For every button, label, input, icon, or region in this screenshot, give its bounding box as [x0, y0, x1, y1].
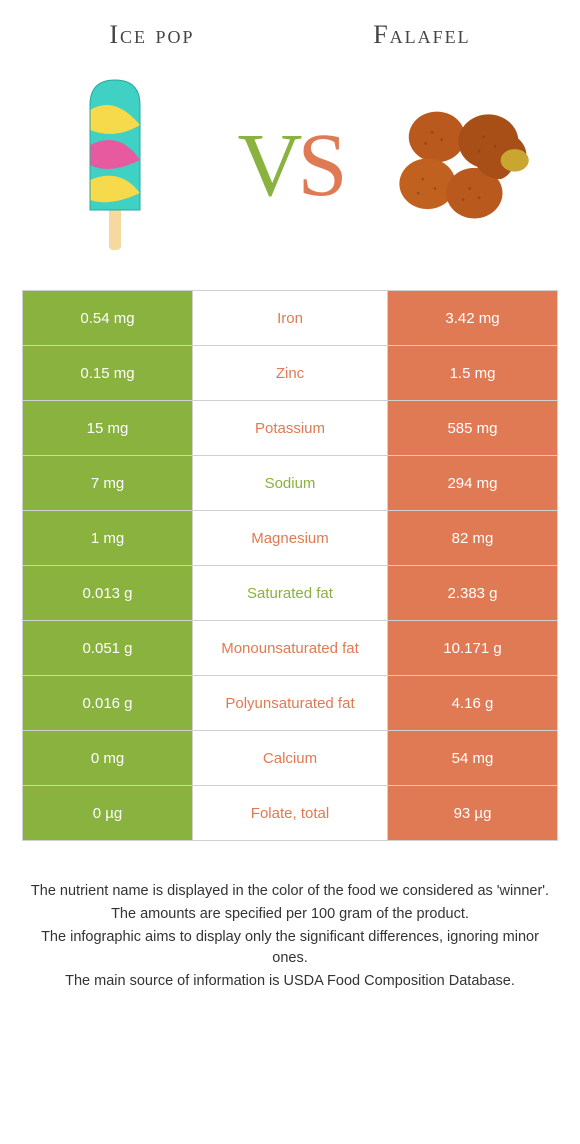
nutrient-label: Monounsaturated fat [193, 621, 387, 675]
table-row: 0 µgFolate, total93 µg [23, 786, 557, 841]
nutrient-label: Zinc [193, 346, 387, 400]
nutrient-label: Potassium [193, 401, 387, 455]
nutrient-label: Calcium [193, 731, 387, 785]
images-row: VS [0, 60, 580, 290]
right-value: 82 mg [387, 511, 557, 565]
table-row: 0.013 gSaturated fat2.383 g [23, 566, 557, 621]
nutrient-label: Sodium [193, 456, 387, 510]
table-row: 1 mgMagnesium82 mg [23, 511, 557, 566]
footer-line-1: The nutrient name is displayed in the co… [30, 881, 550, 902]
vs-v: V [237, 116, 297, 215]
table-row: 0 mgCalcium54 mg [23, 731, 557, 786]
table-row: 0.051 gMonounsaturated fat10.171 g [23, 621, 557, 676]
header: Ice pop Falafel [0, 0, 580, 60]
right-value: 93 µg [387, 786, 557, 840]
left-value: 0.15 mg [23, 346, 193, 400]
left-value: 0 mg [23, 731, 193, 785]
table-row: 0.54 mgIron3.42 mg [23, 291, 557, 346]
table-row: 7 mgSodium294 mg [23, 456, 557, 511]
icepop-icon [75, 75, 155, 255]
nutrient-label: Magnesium [193, 511, 387, 565]
falafel-icon [390, 100, 540, 230]
left-value: 1 mg [23, 511, 193, 565]
right-value: 10.171 g [387, 621, 557, 675]
vs-label: VS [237, 114, 342, 217]
icepop-image [40, 70, 190, 260]
left-food-title: Ice pop [109, 20, 194, 50]
right-value: 4.16 g [387, 676, 557, 730]
table-row: 0.016 gPolyunsaturated fat4.16 g [23, 676, 557, 731]
nutrient-label: Folate, total [193, 786, 387, 840]
left-value: 0.016 g [23, 676, 193, 730]
right-food-title: Falafel [373, 20, 470, 50]
right-value: 585 mg [387, 401, 557, 455]
left-value: 15 mg [23, 401, 193, 455]
nutrient-label: Polyunsaturated fat [193, 676, 387, 730]
comparison-table: 0.54 mgIron3.42 mg0.15 mgZinc1.5 mg15 mg… [22, 290, 558, 841]
table-row: 0.15 mgZinc1.5 mg [23, 346, 557, 401]
left-value: 0.54 mg [23, 291, 193, 345]
footer-line-3: The infographic aims to display only the… [30, 927, 550, 969]
falafel-image [390, 70, 540, 260]
footer-line-4: The main source of information is USDA F… [30, 971, 550, 992]
right-value: 54 mg [387, 731, 557, 785]
footer-line-2: The amounts are specified per 100 gram o… [30, 904, 550, 925]
footer-notes: The nutrient name is displayed in the co… [0, 841, 580, 992]
left-value: 0.051 g [23, 621, 193, 675]
left-value: 0.013 g [23, 566, 193, 620]
right-value: 3.42 mg [387, 291, 557, 345]
vs-s: S [297, 116, 342, 215]
nutrient-label: Saturated fat [193, 566, 387, 620]
nutrient-label: Iron [193, 291, 387, 345]
left-value: 7 mg [23, 456, 193, 510]
right-value: 2.383 g [387, 566, 557, 620]
right-value: 1.5 mg [387, 346, 557, 400]
right-value: 294 mg [387, 456, 557, 510]
left-value: 0 µg [23, 786, 193, 840]
table-row: 15 mgPotassium585 mg [23, 401, 557, 456]
